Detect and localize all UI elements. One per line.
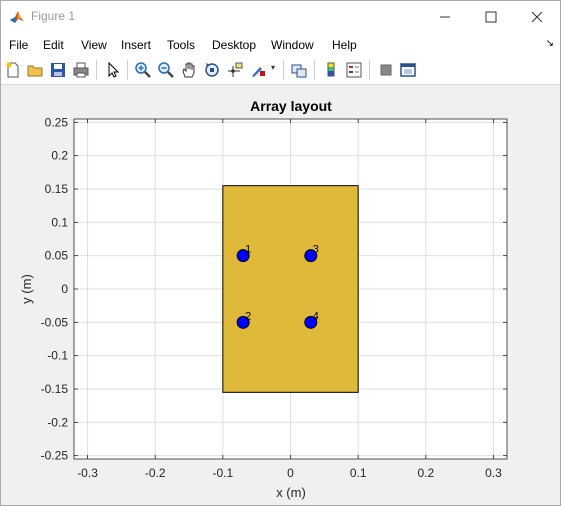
y-tick-label: -0.25	[41, 449, 69, 463]
window-title: Figure 1	[31, 9, 76, 23]
y-tick-label: 0.25	[45, 115, 69, 129]
toolbar-separator	[369, 60, 370, 80]
zoom-in-icon[interactable]	[134, 61, 152, 79]
chart-title: Array layout	[250, 98, 332, 114]
data-cursor-icon[interactable]	[226, 61, 244, 79]
y-tick-label: 0	[61, 282, 68, 296]
toolbar-separator	[127, 60, 128, 80]
y-tick-label: 0.2	[51, 149, 68, 163]
save-icon[interactable]	[49, 61, 67, 79]
x-tick-label: 0.1	[350, 466, 367, 480]
y-tick-label: 0.15	[45, 182, 69, 196]
antenna-element-label: 4	[313, 310, 319, 322]
print-icon[interactable]	[72, 61, 90, 79]
minimize-icon	[440, 16, 450, 17]
antenna-elements-group: 1 2 3 4	[236, 244, 319, 329]
open-file-icon[interactable]	[26, 61, 44, 79]
menu-edit[interactable]: Edit	[43, 38, 64, 52]
antenna-element-label: 2	[245, 310, 251, 322]
x-tick-label: -0.2	[145, 466, 166, 480]
hide-plot-tools-icon[interactable]	[377, 61, 395, 79]
x-tick-label: -0.3	[77, 466, 98, 480]
title-bar[interactable]: Figure 1	[1, 1, 560, 32]
antenna-element-point[interactable]	[236, 249, 250, 263]
maximize-icon	[485, 11, 497, 22]
y-tick-label: -0.1	[47, 349, 68, 363]
ground-plane-group	[222, 185, 359, 393]
brush-icon[interactable]	[249, 61, 267, 79]
minimize-button[interactable]	[422, 1, 468, 32]
x-tick-label: -0.1	[213, 466, 234, 480]
y-tick-label: -0.05	[41, 315, 69, 329]
toolbar-separator	[283, 60, 284, 80]
figure-canvas: Array layout 1 2 3 4 -0.3 -0.2 -0.1 0 0.1 0.2 0.3…	[1, 85, 560, 505]
ground-plane[interactable]	[222, 185, 359, 393]
antenna-element-point[interactable]	[304, 249, 318, 263]
brush-dropdown-arrow-icon[interactable]: ▾	[271, 63, 276, 72]
close-button[interactable]	[514, 1, 560, 32]
antenna-element-point[interactable]	[236, 315, 250, 329]
menu-bar: File Edit View Insert Tools Desktop Wind…	[1, 32, 560, 56]
x-axis-ticks: -0.3 -0.2 -0.1 0 0.1 0.2 0.3	[77, 119, 502, 480]
pan-hand-icon[interactable]	[180, 61, 198, 79]
y-axis-label: y (m)	[19, 274, 34, 304]
y-tick-label: -0.2	[47, 415, 68, 429]
y-tick-label: 0.1	[51, 215, 68, 229]
x-tick-label: 0.2	[417, 466, 434, 480]
antenna-element-point[interactable]	[304, 315, 318, 329]
close-icon	[531, 11, 543, 22]
x-tick-label: 0	[287, 466, 294, 480]
new-figure-icon[interactable]	[4, 61, 22, 79]
menu-expand-arrow-icon[interactable]: ↘	[545, 38, 554, 49]
menu-view[interactable]: View	[81, 38, 107, 52]
x-axis-label: x (m)	[276, 485, 306, 500]
y-tick-label: 0.05	[45, 249, 69, 263]
show-plot-tools-icon[interactable]	[399, 61, 417, 79]
array-layout-plot: Array layout 1 2 3 4 -0.3 -0.2 -0.1 0 0.1 0.2 0.3…	[19, 98, 508, 500]
link-plot-icon[interactable]	[290, 61, 308, 79]
toolbar-separator	[96, 60, 97, 80]
x-tick-label: 0.3	[485, 466, 502, 480]
menu-window[interactable]: Window	[271, 38, 314, 52]
menu-help[interactable]: Help	[332, 38, 357, 52]
matlab-logo-icon	[9, 9, 25, 25]
legend-icon[interactable]	[345, 61, 363, 79]
edit-plot-arrow-icon[interactable]	[104, 61, 122, 79]
figure-toolbar: ▾	[1, 56, 560, 85]
menu-insert[interactable]: Insert	[121, 38, 152, 52]
maximize-button[interactable]	[468, 1, 514, 32]
antenna-element-label: 3	[313, 244, 319, 256]
menu-tools[interactable]: Tools	[167, 38, 196, 52]
menu-desktop[interactable]: Desktop	[212, 38, 257, 52]
y-tick-label: -0.15	[41, 382, 69, 396]
menu-file[interactable]: File	[9, 38, 29, 52]
rotate-3d-icon[interactable]	[203, 61, 221, 79]
antenna-element-label: 1	[245, 244, 251, 256]
y-axis-ticks: 0.25 0.2 0.15 0.1 0.05 0 -0.05 -0.1 -0.15 -0.2 -0.…	[41, 115, 507, 463]
zoom-out-icon[interactable]	[157, 61, 175, 79]
colorbar-icon[interactable]	[322, 61, 340, 79]
toolbar-separator	[314, 60, 315, 80]
